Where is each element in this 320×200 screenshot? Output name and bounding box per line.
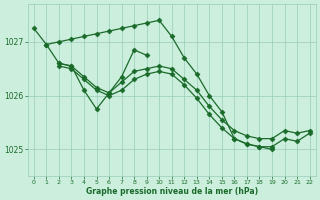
X-axis label: Graphe pression niveau de la mer (hPa): Graphe pression niveau de la mer (hPa) (86, 187, 258, 196)
